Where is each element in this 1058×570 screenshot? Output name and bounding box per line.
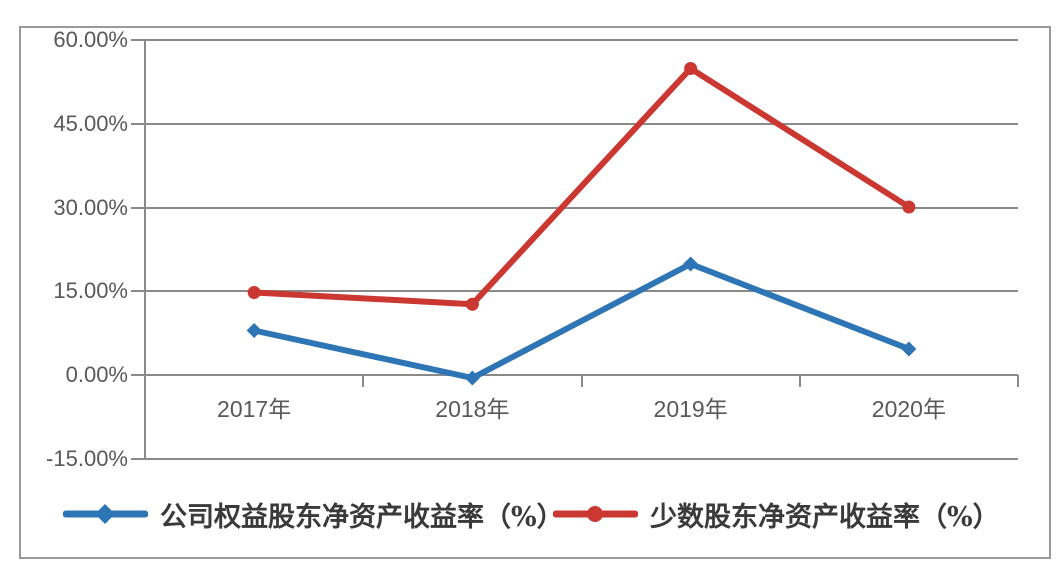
x-axis-tick bbox=[362, 375, 365, 388]
x-axis-tick bbox=[580, 375, 583, 388]
legend-label-minority-roe: 少数股东净资产收益率（%） bbox=[650, 501, 1000, 533]
y-axis-label: -15.00% bbox=[46, 446, 128, 471]
legend-swatch-line-diamond-icon bbox=[63, 504, 148, 524]
gridline-45 bbox=[145, 122, 1018, 125]
gridline-15 bbox=[145, 290, 1018, 293]
data-point-s1-2020年 bbox=[902, 200, 916, 214]
legend-entry-minority-roe: 少数股东净资产收益率（%） bbox=[553, 497, 1000, 533]
gridline-60 bbox=[145, 39, 1018, 41]
y-axis-tick bbox=[131, 374, 145, 377]
x-axis-label: 2018年 bbox=[435, 396, 510, 422]
y-axis-tick bbox=[131, 206, 145, 209]
y-axis-tick bbox=[131, 39, 145, 41]
legend-label-company-equity-roe: 公司权益股东净资产收益率（%） bbox=[160, 501, 564, 533]
data-point-s1-2018年 bbox=[465, 297, 479, 311]
y-axis-tick bbox=[131, 290, 145, 293]
chart-border-frame bbox=[19, 26, 1051, 559]
data-point-s1-2019年 bbox=[684, 61, 698, 75]
y-axis-label: 60.00% bbox=[53, 27, 128, 52]
data-point-s0-2019年 bbox=[683, 256, 699, 272]
gridline-30 bbox=[145, 206, 1018, 209]
y-axis-label: 0.00% bbox=[65, 362, 128, 388]
x-axis-tick bbox=[798, 375, 801, 388]
y-axis-label: 15.00% bbox=[53, 278, 128, 304]
x-axis-label: 2020年 bbox=[871, 396, 946, 422]
series-line-0 bbox=[251, 261, 912, 381]
x-axis-label: 2019年 bbox=[653, 396, 728, 422]
data-point-s1-2017年 bbox=[247, 286, 261, 300]
legend-swatch-line-circle-icon bbox=[553, 506, 638, 522]
y-axis-tick bbox=[131, 122, 145, 125]
x-axis-tick bbox=[1017, 375, 1019, 388]
data-point-s0-2017年 bbox=[246, 323, 262, 339]
y-axis-label: 30.00% bbox=[53, 194, 128, 220]
y-axis-label: 45.00% bbox=[53, 110, 128, 136]
data-point-s0-2020年 bbox=[901, 341, 917, 357]
legend-entry-company-equity-roe: 公司权益股东净资产收益率（%） bbox=[63, 497, 564, 533]
data-point-s0-2018年 bbox=[464, 370, 480, 386]
x-axis-label: 2017年 bbox=[217, 396, 292, 422]
series-line-1 bbox=[251, 65, 912, 308]
y-axis-tick bbox=[131, 458, 145, 460]
gridline--15 bbox=[145, 458, 1018, 460]
y-axis-line bbox=[144, 40, 146, 459]
